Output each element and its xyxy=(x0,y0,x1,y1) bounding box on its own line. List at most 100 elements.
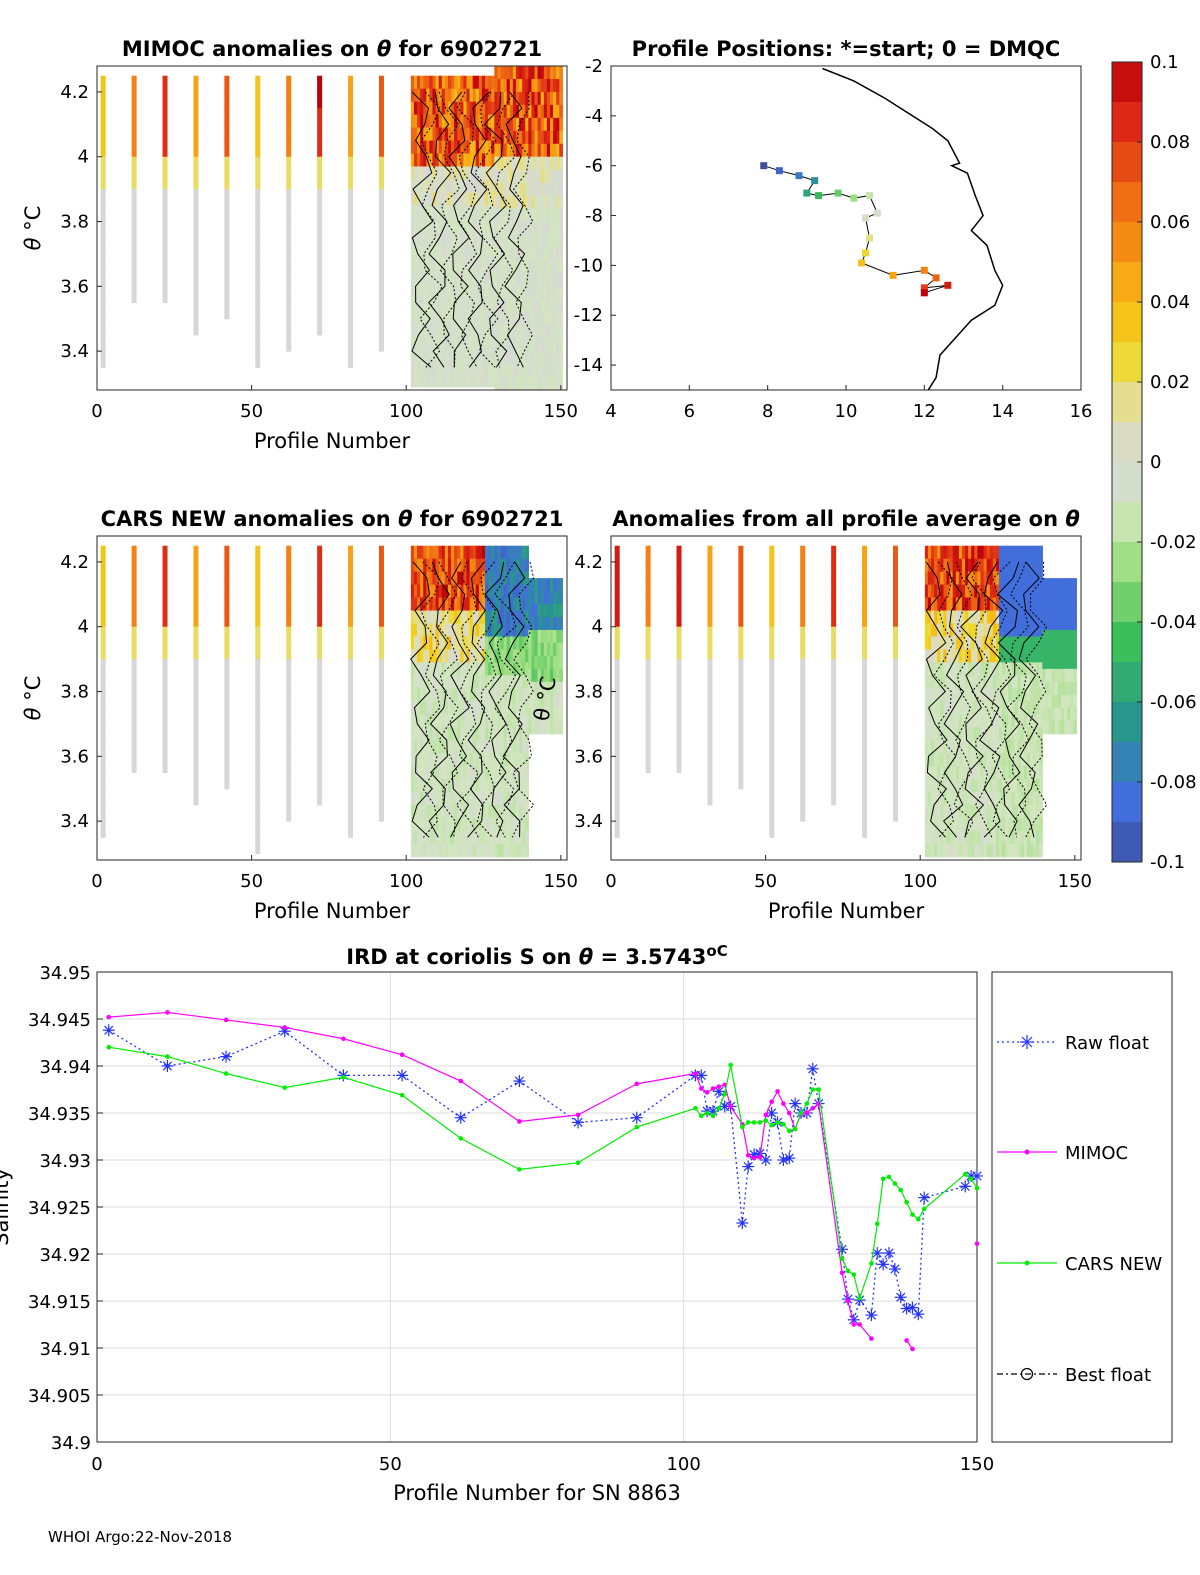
cars-cell xyxy=(460,610,465,625)
avg-cell xyxy=(949,662,954,676)
cars-cell xyxy=(162,707,168,725)
avg-cell xyxy=(971,766,975,780)
cars-cell xyxy=(432,558,437,573)
avg-cell xyxy=(738,707,744,725)
cars-cell xyxy=(469,804,474,819)
mimoc-cell xyxy=(478,347,483,362)
mimoc-cell xyxy=(540,312,545,326)
cars-cell xyxy=(444,597,449,612)
mimoc-cell xyxy=(549,66,554,80)
cars-cell xyxy=(466,817,471,832)
legend-label: CARS NEW xyxy=(1065,1254,1162,1275)
avg-cell xyxy=(983,675,988,689)
mimoc-cell xyxy=(494,130,499,145)
cars-cell xyxy=(509,623,514,638)
mimoc-cell xyxy=(522,91,526,106)
cars-cell xyxy=(549,655,554,670)
mimoc-cell xyxy=(255,237,261,255)
cars-cell xyxy=(515,830,520,845)
avg-cell xyxy=(1005,636,1009,650)
mimoc-cell xyxy=(488,244,492,258)
avg-cell xyxy=(931,701,935,715)
mimoc-ytick-label: 4.2 xyxy=(60,82,89,103)
cars-cell xyxy=(460,740,465,754)
mimoc-cell xyxy=(528,364,533,378)
avg-cell xyxy=(1023,623,1028,638)
cars-cell xyxy=(525,688,529,702)
mimoc-cell xyxy=(423,334,427,349)
cars-cell xyxy=(478,701,483,715)
cars-cell xyxy=(426,701,431,715)
cars-cell xyxy=(457,740,461,754)
mimoc-cell xyxy=(224,302,230,320)
mimoc-cell xyxy=(451,114,455,129)
cars-cell xyxy=(193,691,199,709)
cars-cell xyxy=(432,714,437,728)
mimoc-cell xyxy=(512,66,517,80)
mimoc-cell xyxy=(463,88,468,103)
mimoc-cell xyxy=(131,189,137,206)
avg-cell xyxy=(831,740,837,757)
map-xtick-label: 12 xyxy=(913,401,936,422)
mimoc-cell xyxy=(546,377,551,391)
cars-cell xyxy=(509,558,514,573)
cars-cell xyxy=(512,636,517,650)
mimoc-cell xyxy=(519,221,523,236)
cars-cell xyxy=(515,545,520,560)
cars-cell xyxy=(317,675,323,693)
mimoc-cell xyxy=(426,296,431,310)
cars-cell xyxy=(432,740,437,754)
mimoc-cell xyxy=(193,270,199,287)
avg-cell xyxy=(707,723,713,741)
cars-cell xyxy=(131,691,137,709)
mimoc-cell xyxy=(494,351,499,365)
cars-cell xyxy=(488,830,492,845)
avg-cell xyxy=(1014,753,1019,767)
cars-cell xyxy=(478,804,483,819)
avg-cell xyxy=(971,701,975,715)
avg-cell xyxy=(614,578,620,595)
mimoc-cell xyxy=(193,302,199,320)
avg-cell xyxy=(980,636,985,650)
avg-cell xyxy=(1051,668,1056,683)
avg-cell xyxy=(952,662,957,676)
mimoc-cell xyxy=(457,373,461,388)
avg-cell xyxy=(955,649,960,663)
mimoc-cell xyxy=(435,231,440,245)
mimoc-cell xyxy=(444,192,449,206)
text-part: CARS NEW anomalies on xyxy=(101,507,398,531)
mimoc-cell xyxy=(481,231,486,245)
cars-cell xyxy=(255,594,261,612)
avg-cell xyxy=(1017,843,1022,858)
avg-cell xyxy=(1033,610,1037,625)
mimoc-cell xyxy=(497,273,502,287)
cars-cell xyxy=(457,817,461,832)
mimoc-cell xyxy=(519,91,523,106)
mimoc-cell xyxy=(435,244,440,258)
cars-cell xyxy=(432,649,437,663)
avg-cell xyxy=(958,688,963,702)
avg-cell xyxy=(999,675,1003,689)
cars-cell xyxy=(543,604,548,618)
cars-cell xyxy=(162,756,168,774)
cars-cell xyxy=(540,707,545,722)
avg-cell xyxy=(862,545,868,563)
avg-cell xyxy=(961,597,966,612)
mimoc-cell xyxy=(549,169,554,184)
mimoc-cell xyxy=(432,231,437,245)
avg-cell xyxy=(1017,804,1022,819)
mimoc-cell xyxy=(543,91,548,106)
mimoc-cell xyxy=(528,221,533,236)
avg-cell xyxy=(931,558,935,573)
mimoc-cell xyxy=(429,231,434,245)
cars-cell xyxy=(537,681,542,696)
mimoc-cell xyxy=(546,364,551,378)
avg-cell xyxy=(1070,694,1074,709)
cars-cell xyxy=(317,659,323,676)
mimoc-contour-line xyxy=(513,91,534,368)
cars-cell xyxy=(515,804,520,819)
mimoc-cell xyxy=(420,270,424,284)
avg-cell xyxy=(924,804,929,819)
avg-cell xyxy=(1008,727,1013,741)
cars-contours xyxy=(410,561,535,838)
